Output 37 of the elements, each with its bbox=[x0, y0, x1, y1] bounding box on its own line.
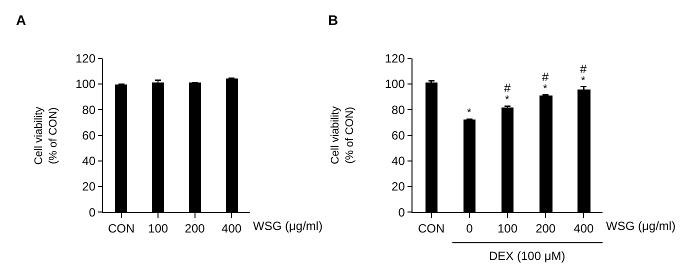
y-tick-label: 80 bbox=[392, 102, 406, 117]
annotation: * bbox=[581, 75, 586, 87]
y-tick-label: 40 bbox=[82, 154, 96, 168]
y-tick-label: 80 bbox=[82, 102, 96, 117]
y-tick-label: 60 bbox=[392, 128, 406, 142]
y-tick-label: 120 bbox=[384, 52, 406, 66]
x-tick-label: 200 bbox=[536, 222, 556, 236]
annotation: # bbox=[580, 62, 587, 76]
y-tick-label: 0 bbox=[398, 205, 406, 220]
annotation: # bbox=[542, 70, 549, 84]
x-tick-label: 100 bbox=[148, 222, 168, 236]
x-tick-label: CON bbox=[418, 222, 445, 236]
x-tick-label: 100 bbox=[497, 222, 518, 236]
x-axis-title: WSG (μg/ml) bbox=[606, 219, 676, 233]
y-axis-title: Cell viability (% of CON) bbox=[33, 106, 60, 165]
x-tick-label: CON bbox=[108, 222, 135, 236]
x-tick-label: 200 bbox=[184, 222, 206, 236]
annotation: * bbox=[505, 94, 510, 106]
y-tick-label: 120 bbox=[75, 52, 96, 66]
x-axis-title: WSG (μg/ml) bbox=[253, 219, 323, 233]
x-tick-label: 0 bbox=[466, 222, 474, 236]
annotation: # bbox=[504, 81, 511, 95]
annotation: * bbox=[543, 83, 548, 95]
text: DEX (100 μM) bbox=[489, 249, 566, 263]
x-tick-label: 400 bbox=[574, 222, 594, 236]
y-tick-label: 0 bbox=[88, 205, 96, 220]
chart-title: B bbox=[328, 12, 338, 28]
annotation: * bbox=[467, 107, 472, 119]
y-tick-label: 100 bbox=[384, 77, 406, 92]
y-axis-title: Cell viability (% of CON) bbox=[330, 106, 356, 164]
y-tick-label: 40 bbox=[392, 154, 406, 168]
y-tick-label: 20 bbox=[82, 180, 96, 194]
y-tick-label: 100 bbox=[75, 77, 96, 92]
x-tick-label: 400 bbox=[222, 222, 242, 236]
y-tick-label: 20 bbox=[392, 180, 406, 194]
chart-title: A bbox=[16, 12, 26, 28]
y-tick-label: 60 bbox=[82, 128, 96, 142]
